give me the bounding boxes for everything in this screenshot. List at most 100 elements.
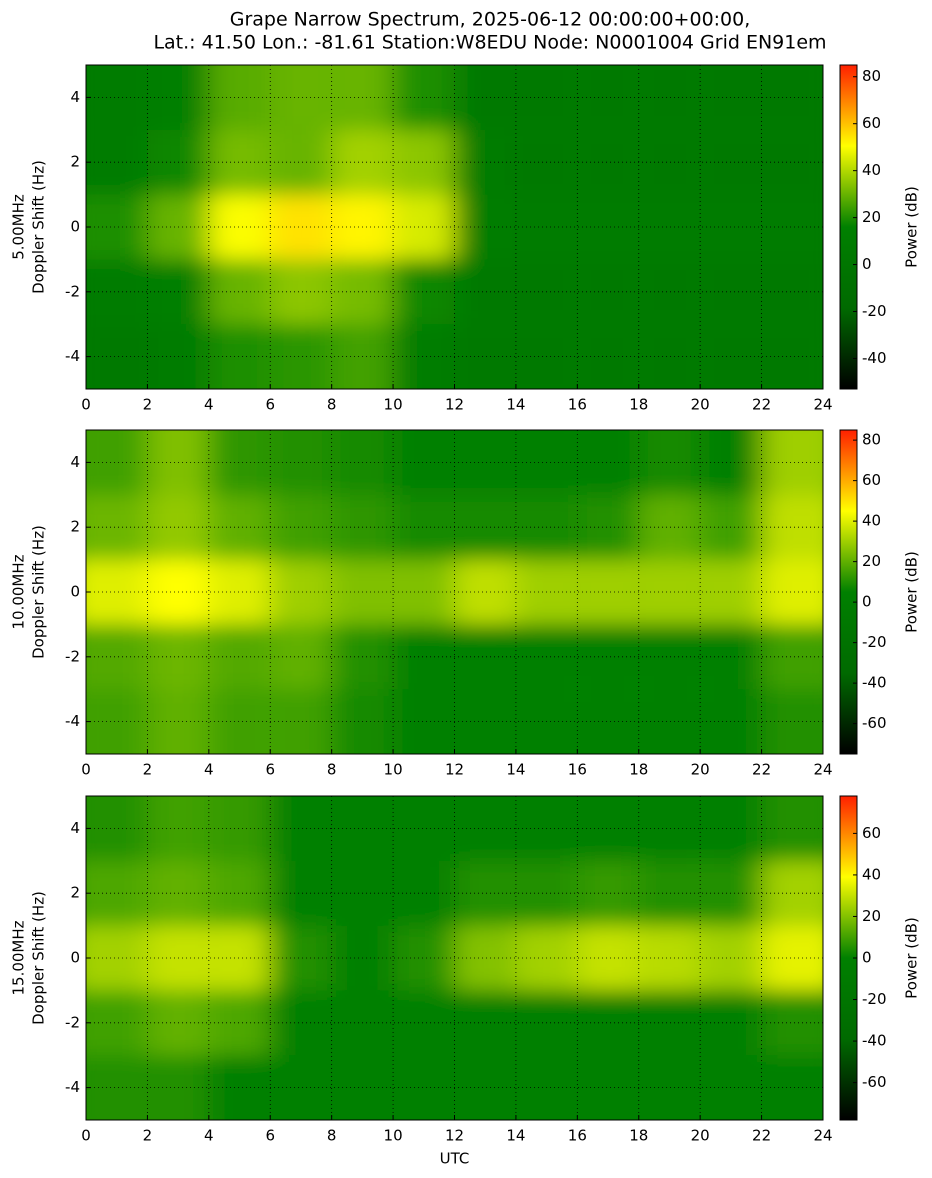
heatmap-cell: [761, 65, 823, 130]
heatmap-cell: [270, 925, 332, 991]
heatmap-cell: [700, 430, 762, 495]
x-tick-label: 0: [81, 396, 91, 414]
heatmap-cell: [393, 324, 455, 389]
heatmap-cell: [270, 259, 332, 325]
y-tick-label: 2: [70, 884, 80, 902]
y-tick-label: -4: [65, 347, 80, 365]
heatmap-cell: [393, 689, 455, 754]
x-tick-label: 2: [143, 396, 153, 414]
heatmap-cell: [638, 194, 701, 260]
heatmap-cell: [577, 624, 639, 690]
y-tick-label: -2: [65, 1013, 80, 1031]
heatmap-cells: [86, 796, 823, 1120]
x-tick-label: 20: [691, 396, 710, 414]
heatmap-cell: [638, 796, 701, 861]
heatmap-cell: [331, 65, 394, 130]
heatmap-cell: [638, 324, 701, 389]
heatmap-cell: [577, 925, 639, 991]
heatmap-cell: [577, 194, 639, 260]
heatmap-cell: [208, 1055, 271, 1120]
heatmap-cell: [638, 430, 701, 495]
heatmap-cell: [208, 796, 271, 861]
heatmap-cell: [454, 324, 516, 389]
heatmap-cell: [86, 129, 148, 195]
heatmap-cell: [454, 194, 516, 260]
heatmap-cell: [86, 559, 148, 625]
heatmap-cell: [393, 860, 455, 926]
x-tick-label: 18: [629, 1127, 648, 1145]
heatmap-cells: [86, 430, 823, 754]
x-tick-label: 6: [265, 396, 275, 414]
plot-frame: [85, 64, 824, 390]
heatmap-cell: [270, 65, 332, 130]
heatmap-cell: [208, 129, 271, 195]
colorbar-tick-label: 60: [862, 114, 881, 132]
heatmap-cell: [761, 990, 823, 1056]
heatmap-cell: [86, 796, 148, 861]
heatmap-cell: [638, 559, 701, 625]
heatmap-cell: [393, 494, 455, 560]
heatmap-cell: [700, 796, 762, 861]
heatmap-cell: [331, 430, 394, 495]
y-axis-label: 15.00MHz: [10, 920, 28, 995]
heatmap-cell: [515, 65, 578, 130]
x-tick-label: 2: [143, 761, 153, 779]
heatmap-cell: [208, 430, 271, 495]
heatmap-cell: [577, 129, 639, 195]
colorbar-tick-label: 0: [862, 949, 872, 967]
x-tick-label: 14: [506, 761, 525, 779]
heatmap-cell: [761, 925, 823, 991]
x-tick-label: 8: [327, 396, 337, 414]
heatmap-cell: [515, 430, 578, 495]
heatmap-cell: [700, 65, 762, 130]
heatmap-cell: [638, 624, 701, 690]
heatmap-cell: [86, 430, 148, 495]
heatmap-cell: [208, 65, 271, 130]
y-tick-label: 2: [70, 153, 80, 171]
colorbar-tick-label: -20: [862, 990, 887, 1008]
y-tick-label: -4: [65, 712, 80, 730]
x-tick-label: 4: [204, 1127, 214, 1145]
x-tick-label: 16: [568, 396, 587, 414]
colorbar-tick-label: -40: [862, 349, 887, 367]
heatmap-cell: [393, 430, 455, 495]
y-tick-label: 0: [70, 218, 80, 236]
colorbar-tick-label: -20: [862, 633, 887, 651]
heatmap-cell: [761, 494, 823, 560]
x-tick-label: 24: [813, 1127, 832, 1145]
heatmap-cell: [638, 259, 701, 325]
heatmap-cell: [761, 259, 823, 325]
heatmap-cell: [270, 796, 332, 861]
y-tick-label: -4: [65, 1078, 80, 1096]
heatmap-cell: [393, 796, 455, 861]
colorbar-tick-label: -40: [862, 674, 887, 692]
x-tick-label: 12: [445, 761, 464, 779]
heatmap-cell: [454, 624, 516, 690]
heatmap-cell: [86, 990, 148, 1056]
x-tick-label: 12: [445, 1127, 464, 1145]
heatmap-cell: [577, 689, 639, 754]
heatmap-cell: [393, 129, 455, 195]
heatmap-cell: [577, 324, 639, 389]
colorbar-tick-label: 40: [862, 512, 881, 530]
y-axis-label: Doppler Shift (Hz): [30, 160, 48, 294]
heatmap-cell: [454, 559, 516, 625]
heatmap-cell: [638, 860, 701, 926]
heatmap-cell: [86, 860, 148, 926]
colorbar-tick-label: 40: [862, 865, 881, 883]
heatmap: [86, 430, 823, 754]
x-tick-label: 10: [384, 1127, 403, 1145]
heatmap-cell: [208, 559, 271, 625]
x-tick-label: 0: [81, 1127, 91, 1145]
colorbar-tick-label: -60: [862, 1073, 887, 1091]
heatmap-cell: [577, 430, 639, 495]
colorbar-tick-label: 80: [862, 431, 881, 449]
heatmap-cell: [270, 324, 332, 389]
heatmap: [86, 796, 823, 1120]
x-tick-label: 12: [445, 396, 464, 414]
heatmap-cell: [147, 324, 209, 389]
x-tick-label: 0: [81, 761, 91, 779]
heatmap-cell: [270, 129, 332, 195]
colorbar-tick-label: 0: [862, 593, 872, 611]
heatmap-cell: [761, 194, 823, 260]
